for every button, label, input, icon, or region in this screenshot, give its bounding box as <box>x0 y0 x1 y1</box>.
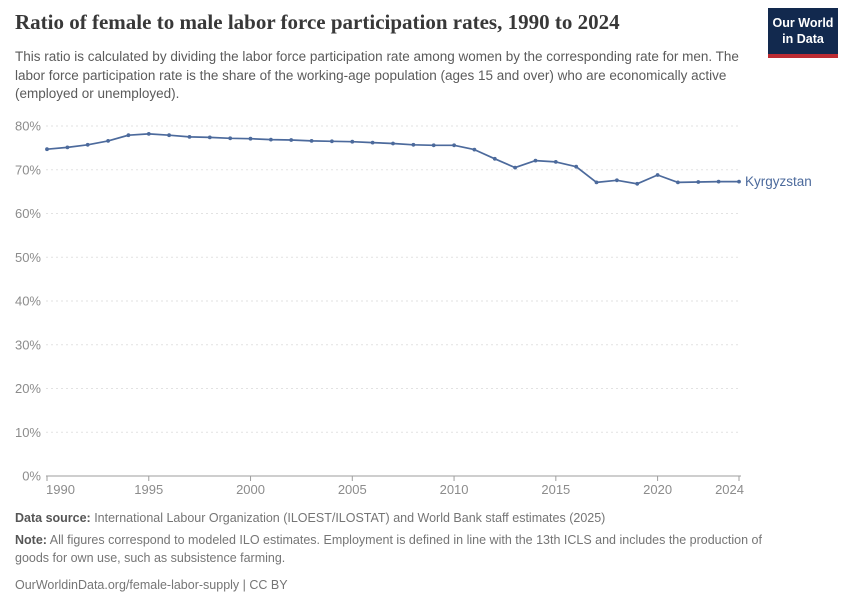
owid-logo-text-line2: in Data <box>782 32 824 47</box>
data-point[interactable] <box>65 145 70 150</box>
owid-logo-text-line1: Our World <box>772 16 834 30</box>
data-point[interactable] <box>553 160 558 164</box>
data-point[interactable] <box>350 139 355 144</box>
y-axis-label: 70% <box>15 162 41 177</box>
data-point[interactable] <box>513 165 517 170</box>
data-point[interactable] <box>106 139 110 143</box>
data-point[interactable] <box>391 141 395 146</box>
x-axis-label: 1995 <box>134 482 163 497</box>
data-point[interactable] <box>492 156 497 161</box>
data-point[interactable] <box>207 135 212 140</box>
data-point[interactable] <box>167 133 172 138</box>
y-axis-label: 50% <box>15 250 41 265</box>
data-point[interactable] <box>716 179 721 184</box>
x-axis-label: 2020 <box>643 482 672 497</box>
x-axis-label: 2024 <box>715 482 744 497</box>
data-point[interactable] <box>452 143 456 148</box>
chart-footer: Data source: International Labour Organi… <box>15 510 790 599</box>
y-axis-label: 60% <box>15 206 41 221</box>
data-source-text: International Labour Organization (ILOES… <box>90 511 606 525</box>
line-chart-canvas[interactable]: 0% 10% 20% 30% 40% 50% 60% 70% 80% 1990 1995 2000 20… <box>0 105 850 503</box>
series-line[interactable] <box>46 133 740 185</box>
data-point[interactable] <box>676 180 680 185</box>
x-axis-label: 2010 <box>440 482 469 497</box>
data-point[interactable] <box>533 158 538 163</box>
data-source-label: Data source: <box>15 511 91 525</box>
data-point[interactable] <box>269 137 273 142</box>
chart-subtitle: This ratio is calculated by dividing the… <box>15 49 739 102</box>
note-line: Note: All figures correspond to modeled … <box>15 532 790 567</box>
note-text: All figures correspond to modeled ILO es… <box>15 533 762 565</box>
data-point[interactable] <box>370 140 375 145</box>
citation-url[interactable]: OurWorldinData.org/female-labor-supply |… <box>15 577 288 592</box>
y-axis-label: 0% <box>22 469 41 484</box>
data-point[interactable] <box>126 133 131 138</box>
y-axis-label: 10% <box>15 425 41 440</box>
data-point[interactable] <box>289 138 294 142</box>
data-point[interactable] <box>594 180 599 185</box>
data-point[interactable] <box>655 173 660 177</box>
data-point[interactable] <box>472 147 477 152</box>
data-point[interactable] <box>85 142 90 147</box>
data-point[interactable] <box>635 181 640 186</box>
y-axis-label: 20% <box>15 381 41 396</box>
data-source-line: Data source: International Labour Organi… <box>15 510 790 527</box>
data-point[interactable] <box>431 143 436 148</box>
data-point[interactable] <box>615 178 619 183</box>
data-point[interactable] <box>737 179 741 184</box>
data-point[interactable] <box>574 164 579 169</box>
owid-logo[interactable]: Our World in Data <box>768 8 838 58</box>
data-point[interactable] <box>411 142 416 147</box>
data-point[interactable] <box>45 147 49 152</box>
note-label: Note: <box>15 533 47 548</box>
series-end-label[interactable]: Kyrgyzstan <box>745 174 812 189</box>
x-axis-label: 1990 <box>46 482 75 497</box>
page-title: Ratio of female to male labor force part… <box>15 10 620 34</box>
data-point[interactable] <box>248 136 253 141</box>
data-point[interactable] <box>696 180 701 184</box>
data-point[interactable] <box>309 139 314 143</box>
x-axis-label: 2000 <box>236 482 265 497</box>
x-axis-label: 2005 <box>338 482 367 497</box>
y-axis-label: 80% <box>15 119 41 134</box>
y-axis-label: 30% <box>15 337 41 352</box>
data-point[interactable] <box>146 132 151 136</box>
data-point[interactable] <box>187 135 192 139</box>
data-point[interactable] <box>228 136 233 141</box>
data-point[interactable] <box>330 139 334 144</box>
y-axis-label: 40% <box>15 294 41 309</box>
x-axis-label: 2015 <box>541 482 570 497</box>
